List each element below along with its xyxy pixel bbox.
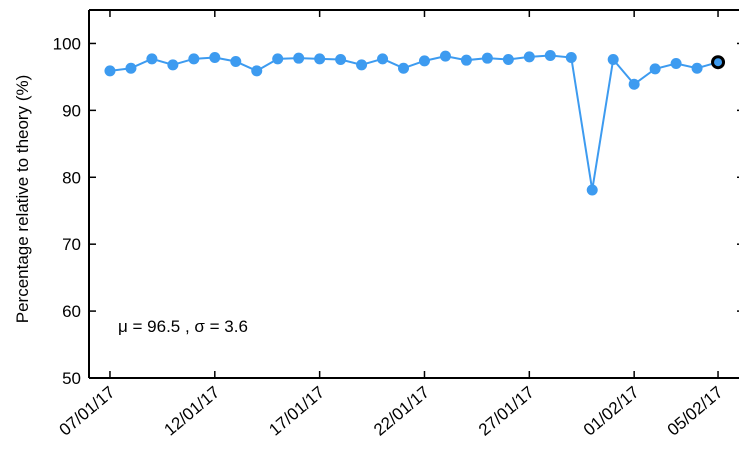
data-point [398, 62, 410, 74]
data-point [649, 63, 661, 75]
data-point [230, 56, 242, 68]
data-point [314, 53, 326, 65]
data-point [272, 53, 284, 65]
x-tick-label: 05/02/17 [664, 383, 727, 440]
x-tick-label: 12/01/17 [160, 383, 223, 440]
data-point [460, 54, 472, 66]
data-point [670, 58, 682, 70]
data-point [146, 53, 158, 65]
data-point [691, 62, 703, 74]
data-point [335, 54, 347, 66]
data-point [104, 65, 116, 77]
x-tick-label: 01/02/17 [580, 383, 643, 440]
data-point [523, 51, 535, 63]
y-tick-label: 60 [62, 302, 81, 321]
data-point [502, 54, 514, 66]
data-point [418, 55, 430, 67]
y-tick-label: 90 [62, 101, 81, 120]
data-point [209, 52, 221, 64]
data-point [377, 53, 389, 65]
data-point [439, 50, 451, 62]
data-point [565, 52, 577, 64]
series-group [104, 49, 726, 196]
data-point [167, 59, 179, 71]
stats-annotation: μ = 96.5 , σ = 3.6 [118, 317, 248, 336]
data-point [125, 62, 137, 74]
data-point [481, 52, 493, 64]
y-tick-label: 80 [62, 168, 81, 187]
x-tick-label: 07/01/17 [56, 383, 119, 440]
data-point [293, 52, 305, 64]
y-tick-label: 50 [62, 369, 81, 388]
series-line [109, 54, 719, 191]
y-axis-title: Percentage relative to theory (%) [13, 75, 32, 324]
y-axis-ticks: 50 60 70 80 90 100 [53, 34, 739, 388]
x-tick-label: 22/01/17 [370, 383, 433, 440]
data-point [586, 184, 598, 196]
x-tick-label: 17/01/17 [265, 383, 328, 440]
data-point [607, 54, 619, 66]
data-point-latest [711, 55, 726, 70]
x-tick-label: 27/01/17 [475, 383, 538, 440]
data-point [544, 49, 556, 61]
y-tick-label: 100 [53, 34, 81, 53]
y-tick-label: 70 [62, 235, 81, 254]
data-point [188, 53, 200, 65]
data-point [356, 59, 368, 71]
axes [88, 9, 739, 379]
data-point [251, 65, 263, 77]
data-point [628, 78, 640, 90]
